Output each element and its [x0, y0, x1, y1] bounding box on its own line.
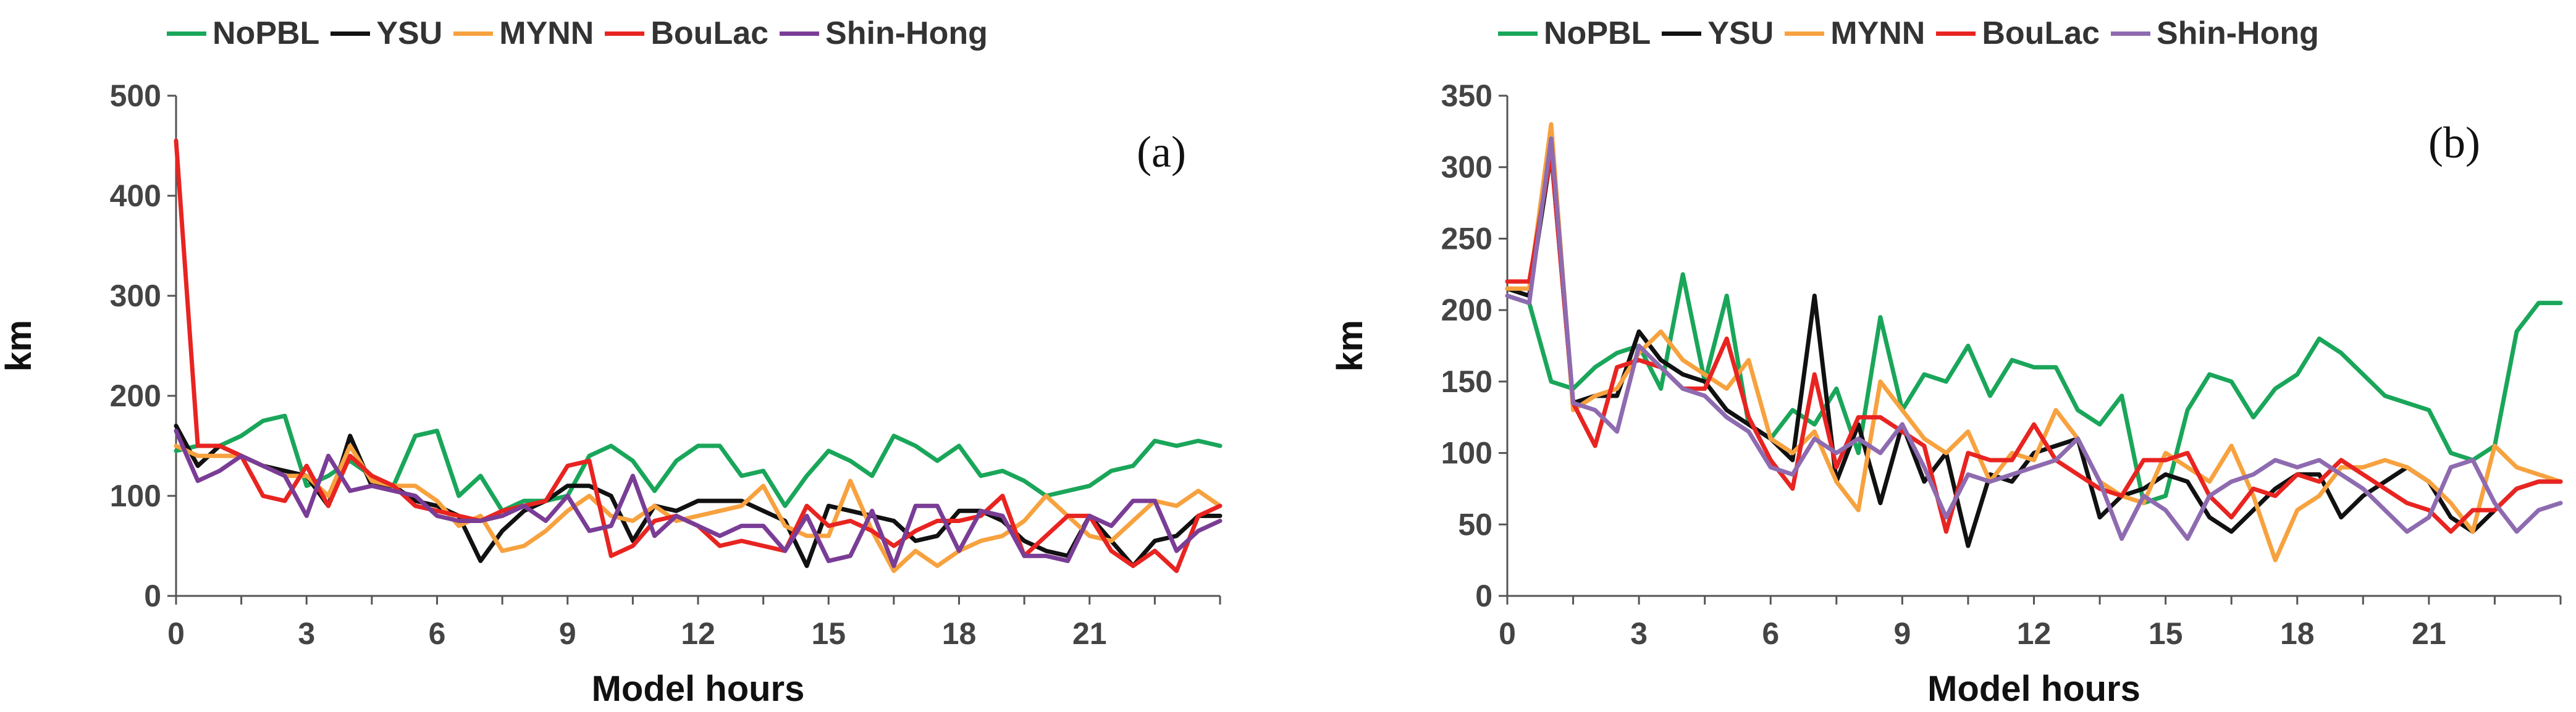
series-line-nopbl	[1505, 272, 2563, 506]
legend-swatch	[1662, 31, 1702, 36]
y-tick-label: 400	[110, 178, 161, 213]
y-tick-label: 0	[144, 579, 161, 613]
x-tick-label: 0	[167, 616, 185, 651]
chart-a: 0 100 200 300 400 500 0 3 6 9 12 15 18 21 Model hours k…	[0, 78, 1223, 709]
x-tick-label: 12	[681, 616, 715, 651]
x-tick-label: 21	[1072, 616, 1107, 651]
y-tick-label: 350	[1441, 78, 1492, 113]
x-tick-label: 12	[2017, 616, 2052, 651]
legend-item: MYNN	[1785, 15, 1925, 52]
series-line-boulac	[1505, 151, 2563, 534]
series-line-ysu	[1505, 151, 2563, 548]
x-tick-label: 9	[1893, 616, 1911, 651]
y-tick-label: 100	[1441, 436, 1492, 471]
legend-swatch	[1785, 31, 1825, 36]
panel-label: (b)	[2428, 118, 2480, 167]
legend-label: BouLac	[650, 15, 769, 51]
y-tick-label: 200	[110, 379, 161, 413]
x-tick-label: 18	[2280, 616, 2315, 651]
x-tick-label: 15	[2149, 616, 2183, 651]
x-tick-label: 15	[811, 616, 846, 651]
legend-swatch	[1498, 31, 1538, 36]
series-line-shin-hong	[174, 429, 1223, 568]
legend-label: BouLac	[1982, 15, 2100, 51]
legend-swatch	[1936, 31, 1976, 36]
x-tick-label: 3	[298, 616, 315, 651]
legend-swatch	[780, 31, 820, 36]
y-tick-label: 250	[1441, 221, 1492, 256]
y-tick-label: 300	[1441, 150, 1492, 185]
y-tick-label: 0	[1475, 579, 1492, 613]
y-tick-label: 50	[1458, 507, 1492, 542]
legend-item: YSU	[330, 15, 442, 52]
legend-label: NoPBL	[213, 15, 320, 51]
legend-item: NoPBL	[1498, 15, 1651, 52]
x-axis-title: Model hours	[1927, 669, 2140, 709]
y-tick-label: 500	[110, 78, 161, 113]
legend-b: NoPBL YSU MYNN BouLac Shin-Hong	[1498, 9, 2330, 58]
series-line-mynn	[1505, 122, 2563, 563]
x-axis-title: Model hours	[592, 669, 805, 709]
legend-label: YSU	[1707, 15, 1774, 51]
x-tick-label: 6	[1762, 616, 1779, 651]
x-tick-label: 21	[2412, 616, 2446, 651]
series-line-boulac	[174, 138, 1223, 573]
legend-item: Shin-Hong	[780, 15, 988, 52]
y-tick-label: 150	[1441, 364, 1492, 399]
legend-item: MYNN	[453, 15, 594, 52]
y-axis-title: km	[0, 320, 39, 372]
legend-item: Shin-Hong	[2111, 15, 2319, 52]
x-tick-label: 9	[559, 616, 576, 651]
y-tick-label: 100	[110, 479, 161, 513]
legend-item: BouLac	[1936, 15, 2100, 52]
panel-label: (a)	[1137, 127, 1186, 177]
legend-swatch	[167, 31, 206, 36]
legend-label: YSU	[376, 15, 443, 51]
x-tick-label: 6	[429, 616, 446, 651]
legend-label: MYNN	[1830, 15, 1926, 51]
series-line-mynn	[174, 443, 1223, 573]
legend-a: NoPBL YSU MYNN BouLac Shin-Hong	[167, 9, 999, 58]
legend-swatch	[605, 31, 645, 36]
y-axis-title: km	[1330, 320, 1370, 372]
series-line-shin-hong	[1505, 136, 2563, 541]
legend-item: YSU	[1662, 15, 1774, 52]
legend-swatch	[453, 31, 494, 36]
legend-swatch	[2111, 31, 2151, 36]
series-line-ysu	[174, 424, 1223, 568]
legend-item: NoPBL	[167, 15, 319, 52]
legend-label: Shin-Hong	[2157, 15, 2319, 51]
x-tick-label: 18	[942, 616, 977, 651]
y-tick-label: 200	[1441, 293, 1492, 327]
legend-label: MYNN	[499, 15, 594, 51]
legend-label: NoPBL	[1544, 15, 1651, 51]
x-tick-label: 0	[1499, 616, 1516, 651]
x-tick-label: 3	[1630, 616, 1648, 651]
legend-swatch	[330, 31, 371, 36]
legend-label: Shin-Hong	[825, 15, 988, 51]
legend-item: BouLac	[605, 15, 768, 52]
chart-b: 0 50 100 150 200 250 300 350 0 3 6 9 12 15 18 21 Model h…	[1330, 78, 2563, 709]
y-tick-label: 300	[110, 279, 161, 313]
